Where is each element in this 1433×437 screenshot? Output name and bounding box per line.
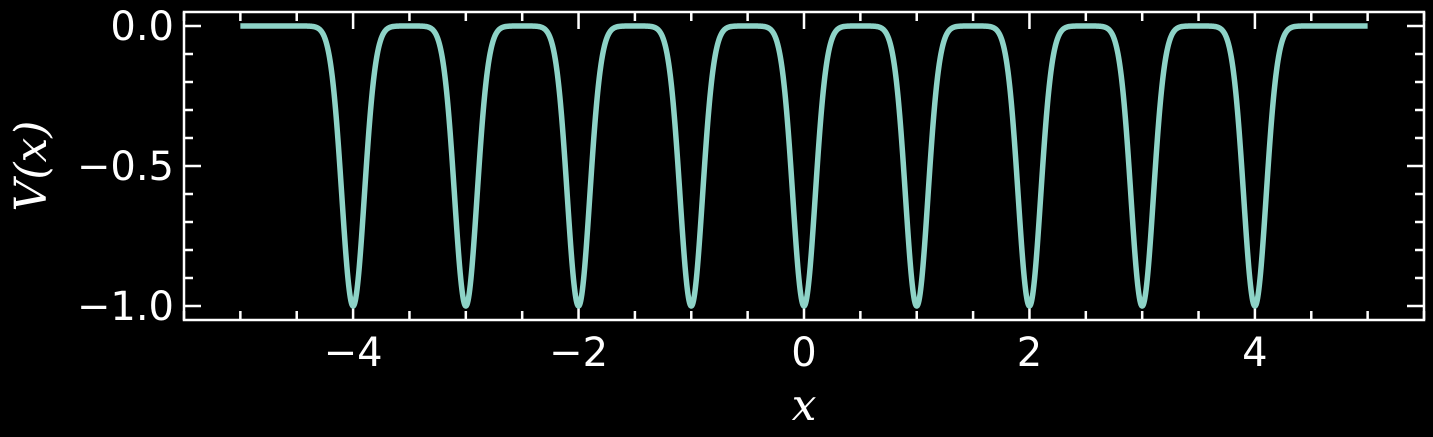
plot-frame <box>182 10 1426 322</box>
x-tick-label: 0 <box>791 330 816 376</box>
y-tick-labels: 0.0 −0.5 −1.0 <box>77 4 174 330</box>
x-tick-label: −4 <box>324 330 383 376</box>
x-axis-label: x <box>792 380 817 431</box>
y-tick-label: −0.5 <box>77 144 174 190</box>
series-line <box>238 23 1370 309</box>
x-tick-label: −2 <box>549 330 608 376</box>
y-tick-label: 0.0 <box>110 4 174 50</box>
major-ticks <box>184 12 1424 320</box>
series-layer <box>238 23 1370 309</box>
x-tick-label: 2 <box>1017 330 1042 376</box>
minor-ticks <box>182 12 1426 320</box>
x-tick-label: 4 <box>1242 330 1267 376</box>
y-axis-label: V(x) <box>6 121 57 212</box>
y-tick-label: −1.0 <box>77 284 174 330</box>
x-tick-labels: −4 −2 0 2 4 <box>324 330 1268 376</box>
